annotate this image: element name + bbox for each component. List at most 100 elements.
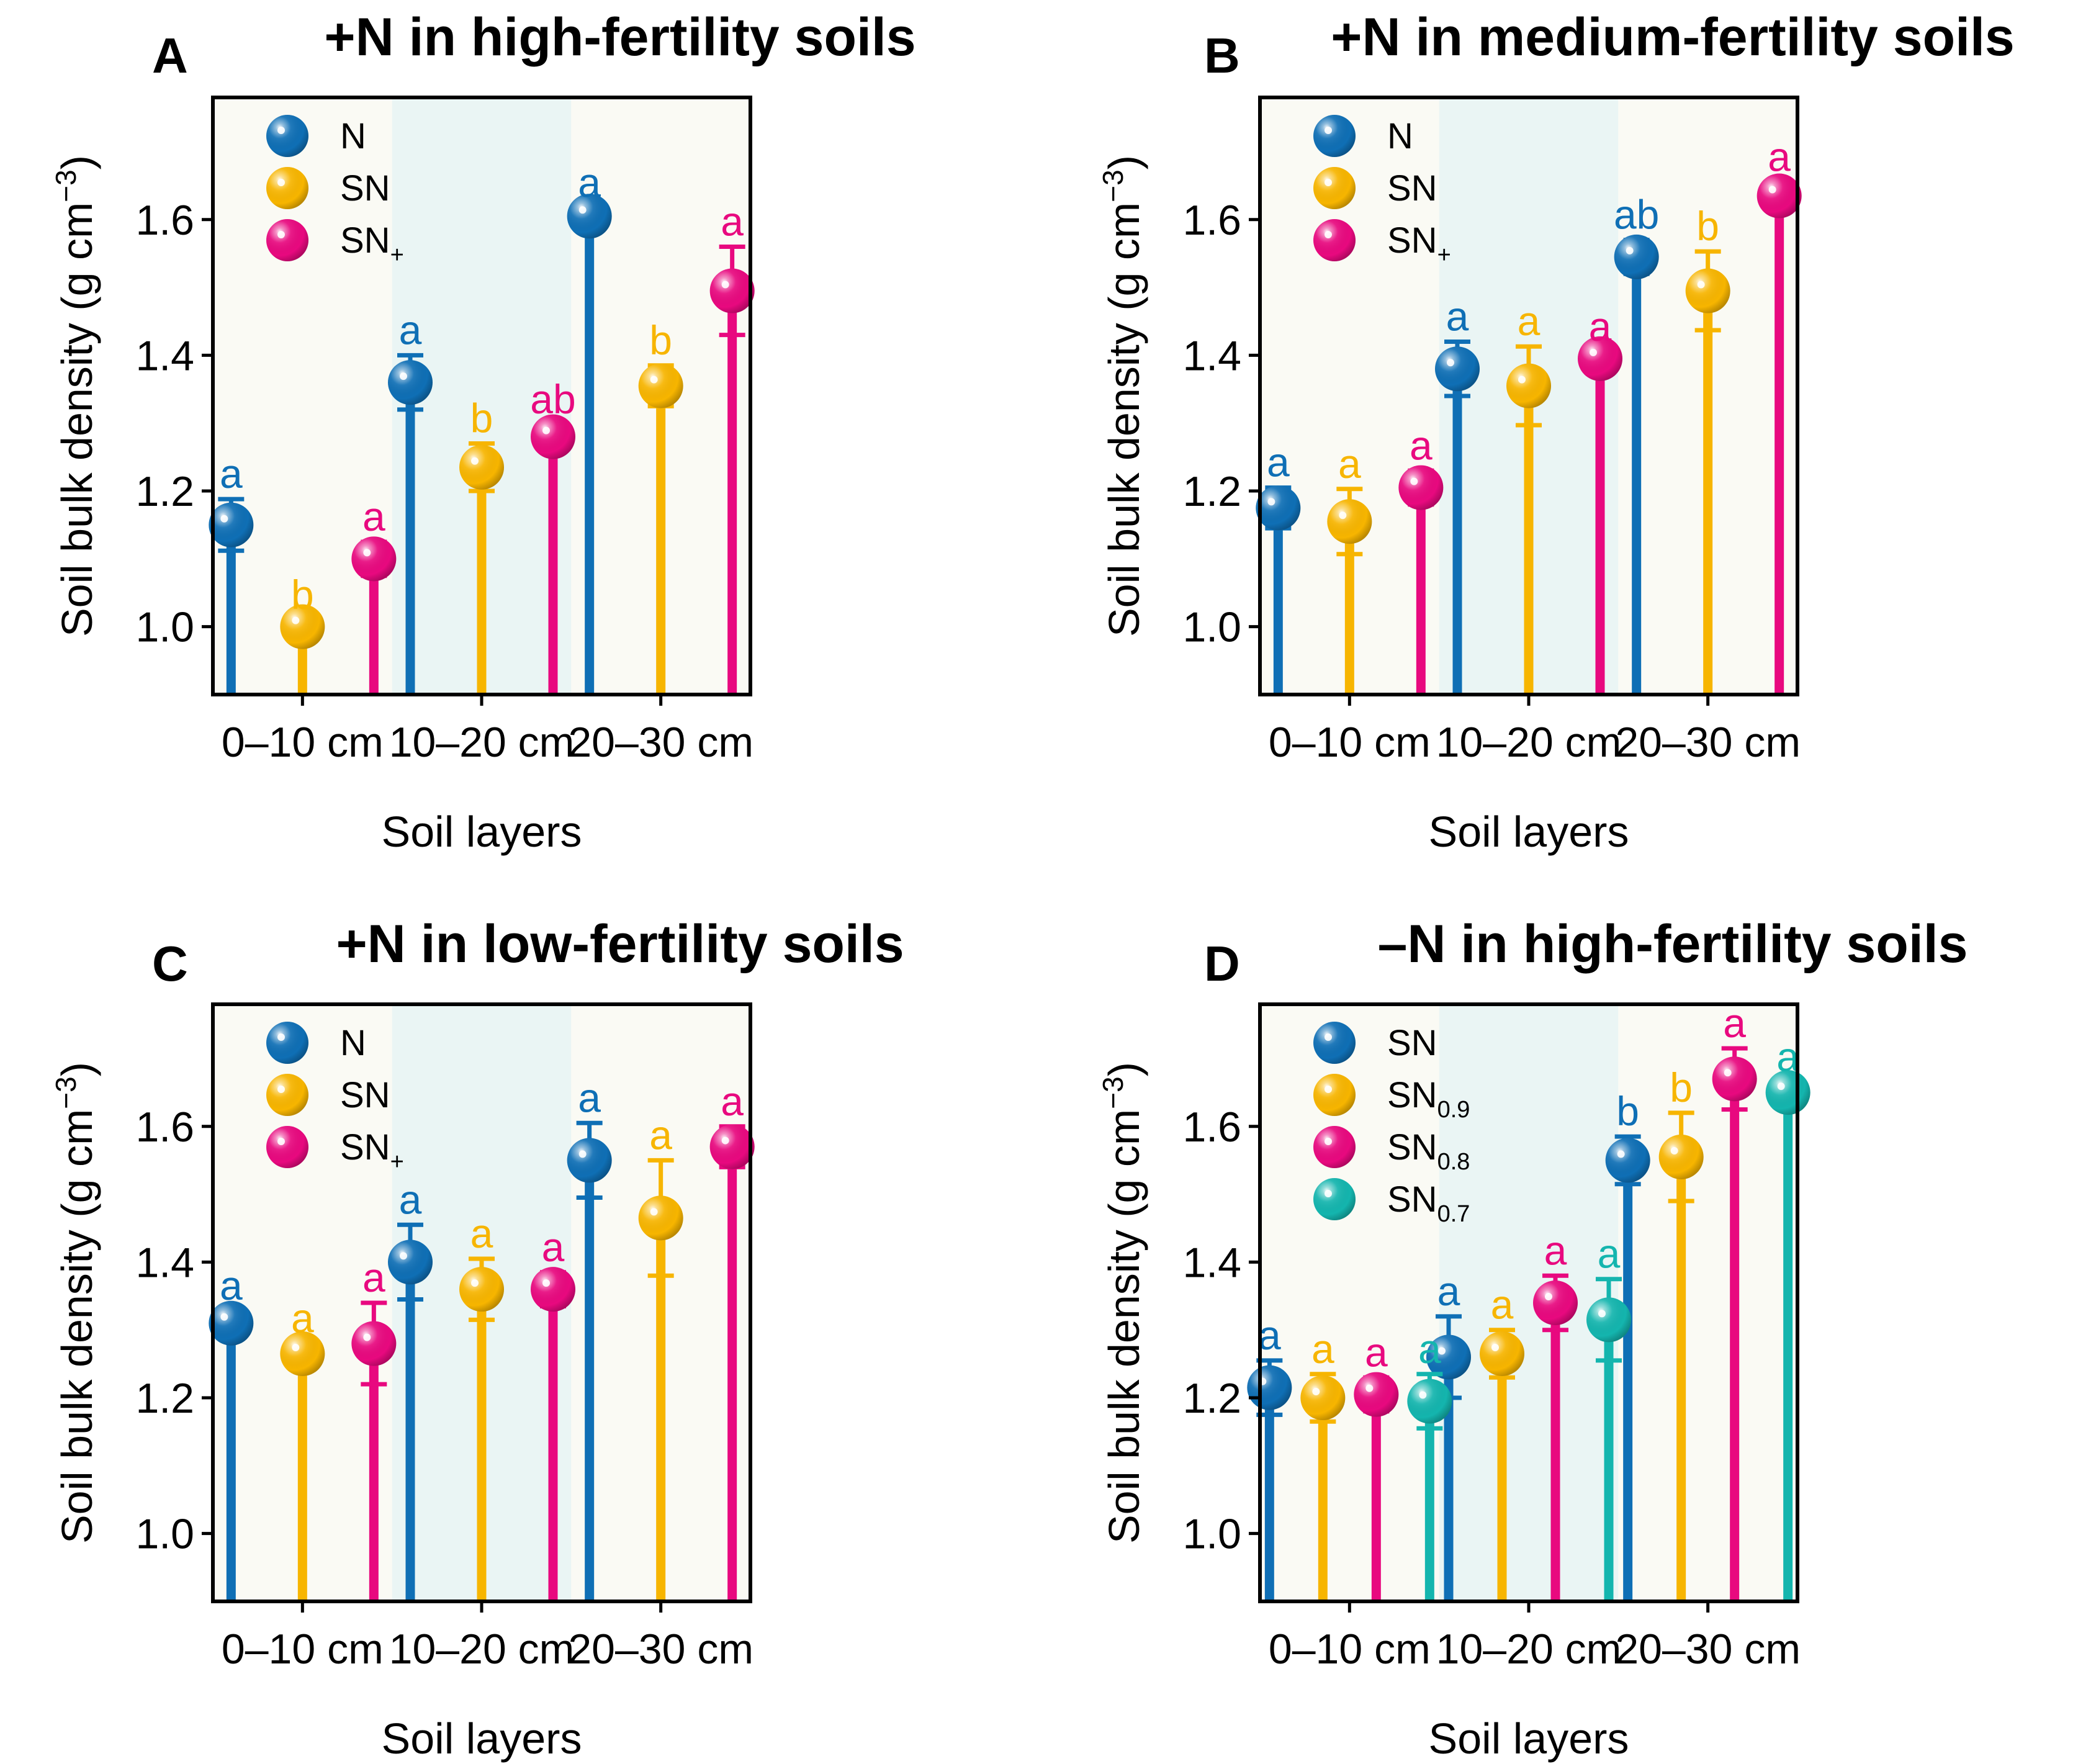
data-point-shine [531,1267,575,1312]
data-point-highlight [1617,1150,1625,1158]
significance-letter: b [291,572,314,618]
data-point-shine [1578,336,1622,381]
data-point-shine [531,414,575,459]
legend: N SN SN+ [266,115,404,268]
y-tick-label: 1.6 [135,197,194,244]
significance-letter: a [220,451,243,497]
significance-letter: a [1267,439,1290,485]
significance-letter: a [721,199,744,245]
panel-c: C +N in low-fertility soilsaaaaaaaaa1.01.… [50,914,904,1763]
data-point-highlight [400,372,407,380]
data-point-shine [567,194,612,239]
panel-letter: D [1204,936,1240,991]
significance-letter: a [399,1176,422,1222]
significance-letter: a [1491,1282,1514,1328]
significance-letter: a [578,160,601,205]
data-point-shine [388,1240,433,1285]
data-point-shine [351,536,397,582]
y-tick-label: 1.2 [135,1375,194,1422]
y-tick-label: 1.4 [135,332,194,379]
panel-letter: C [152,936,188,991]
y-tick-label: 1.2 [1182,468,1241,515]
y-tick-label: 1.2 [1182,1375,1241,1422]
x-tick-label: 20–30 cm [568,1626,753,1673]
data-point-shine [638,363,683,408]
data-point-highlight [578,206,587,214]
x-tick-label: 10–20 cm [389,719,575,766]
significance-letter: a [1410,422,1433,468]
y-tick-label: 1.6 [1182,1104,1241,1151]
significance-letter: b [649,317,672,363]
x-tick-label: 0–10 cm [222,719,384,766]
significance-letter: a [721,1078,744,1124]
y-tick-label: 1.4 [135,1239,194,1286]
legend-marker-highlight [277,179,285,186]
significance-letter: a [362,1254,385,1300]
x-tick-label: 20–30 cm [568,719,753,766]
legend-marker-highlight [1325,1086,1332,1093]
x-axis-label: Soil layers [382,808,582,856]
data-point-shine [459,1267,504,1312]
legend: N SN SN+ [1313,115,1451,268]
data-point-highlight [1365,1384,1374,1392]
x-axis-label: Soil layers [1429,808,1629,856]
data-point-shine [709,1124,755,1169]
significance-letter: a [1446,294,1469,340]
y-tick-label: 1.0 [1182,604,1241,651]
data-point-shine [1605,1138,1650,1183]
legend-marker-shine [266,1074,308,1116]
y-axis-label: Soil bulk density (g cm−3) [50,1062,101,1544]
significance-letter: ab [1614,192,1659,238]
data-point-highlight [292,616,300,624]
x-tick-label: 20–30 cm [1615,719,1801,766]
legend-marker-highlight [1325,231,1332,238]
significance-letter: a [1338,441,1361,487]
significance-letter: a [649,1112,672,1158]
data-point-highlight [471,457,479,465]
data-point-highlight [1777,1082,1785,1091]
legend-label: SN [340,1075,390,1115]
x-tick-label: 10–20 cm [1436,719,1622,766]
significance-letter: b [470,395,493,441]
data-point-highlight [1626,246,1634,254]
x-tick-label: 0–10 cm [1269,719,1431,766]
significance-letter: ab [530,376,575,422]
y-tick-label: 1.4 [1182,1239,1241,1286]
data-point-highlight [1724,1069,1732,1077]
data-point-shine [1480,1331,1524,1376]
legend-label: SN+ [1387,220,1451,268]
significance-letter: a [291,1295,314,1341]
legend-marker-highlight [1325,1138,1332,1145]
significance-letter: a [542,1224,565,1270]
data-point-highlight [1491,1343,1499,1351]
significance-letter: a [1258,1312,1281,1358]
significance-letter: a [220,1262,243,1308]
data-point-highlight [1670,1146,1678,1154]
legend-marker-shine [266,115,308,157]
legend: N SN SN+ [266,1022,404,1175]
data-point-shine [638,1195,683,1241]
legend-label: SN [1387,168,1437,209]
data-point-highlight [1598,1310,1606,1318]
legend-marker-shine [1313,1074,1356,1116]
data-point-shine [1756,173,1802,218]
data-point-shine [1658,1134,1704,1179]
data-point-highlight [1768,186,1776,194]
data-point-shine [1300,1375,1346,1421]
legend-marker-highlight [277,231,285,238]
legend-marker-shine [1313,219,1356,261]
data-point-highlight [1339,511,1347,520]
significance-letter: a [1437,1268,1460,1314]
data-point-shine [1426,1334,1471,1380]
x-axis-label: Soil layers [1429,1714,1629,1763]
data-point-highlight [650,376,658,384]
legend-label: SN0.8 [1387,1127,1470,1175]
significance-letter: a [1365,1329,1388,1375]
data-point-highlight [220,515,228,523]
significance-letter: a [399,307,422,353]
legend-marker-shine [266,219,308,261]
panel-d: D –N in high-fertility soilsaabaabaaaaaa1… [1097,914,1968,1763]
data-point-highlight [400,1252,407,1260]
significance-letter: a [1311,1326,1334,1372]
